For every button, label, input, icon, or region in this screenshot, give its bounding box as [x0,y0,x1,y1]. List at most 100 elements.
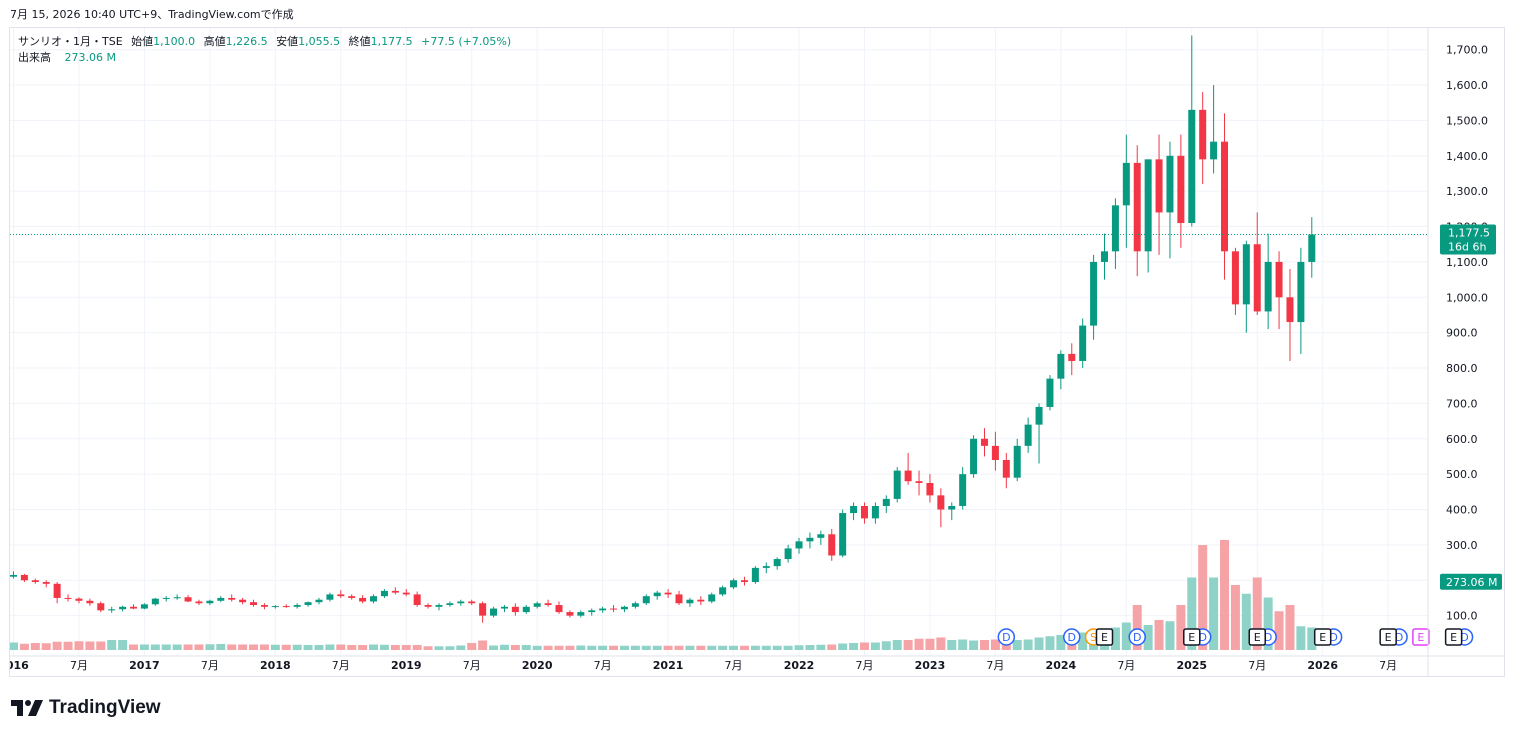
volume-bar [1198,545,1208,650]
open-label: 始値 [131,35,154,48]
volume-bar [827,644,837,650]
volume-bar [1154,620,1164,650]
x-tick-label: 7月 [463,659,481,672]
candle-body [1035,406,1043,425]
candle-body [348,596,356,598]
y-tick-label: 500.0 [1446,468,1478,481]
volume-bar [227,644,237,650]
volume-bar [19,643,29,650]
candle-body [86,600,94,604]
candle-body [10,574,17,577]
candle-body [599,608,607,611]
volume-bar [838,643,848,650]
candle-body [948,505,956,510]
candle-body [577,612,585,616]
volume-bar [696,645,706,650]
volume-bar [412,645,422,650]
volume-bar [685,645,695,650]
low-label: 安値 [276,35,299,48]
volume-bar [1241,593,1251,650]
volume-bar [707,645,717,650]
candle-body [1188,109,1196,224]
candle-body [1177,155,1185,224]
candle-body [740,580,748,583]
y-tick-label: 1,300.0 [1446,185,1488,198]
candle-body [970,438,978,475]
volume-bar [347,645,357,650]
candle-body [1221,141,1229,252]
candle-body [533,603,541,607]
candle-body [271,606,279,608]
tradingview-logo[interactable]: TradingView [11,697,161,719]
candle-body [228,597,236,600]
candle-body [1079,325,1087,361]
earnings-marker [1313,628,1332,646]
volume-bar [554,645,564,650]
candle-body [1199,109,1207,160]
candle-body [446,603,454,606]
candle-body [31,580,39,583]
volume-bar [390,645,400,650]
volume-bar [423,646,433,650]
chart-frame[interactable]: DDDDDDDDDDSSEEEEEEEEE 100.0200.0300.0400… [9,27,1505,677]
volume-bar [85,641,95,650]
earnings-marker [1183,628,1201,646]
candle-body [315,599,323,603]
volume-bar [816,644,826,650]
earnings-marker-label: E [1385,631,1392,644]
volume-bar [576,645,586,650]
candle-body [1155,159,1163,213]
candle-body [697,599,705,602]
volume-bar [609,645,619,650]
volume-bar [41,643,51,650]
volume-bar [129,644,139,650]
candle-body [413,594,421,606]
candle-body [1308,234,1316,262]
candle-body [555,605,563,613]
candle-body [773,559,781,567]
earnings-marker [1248,628,1266,646]
candle-body [1231,251,1239,305]
y-tick-label: 400.0 [1446,504,1478,517]
candle-body [991,445,999,461]
volume-tag [1440,573,1502,590]
volume-bar [1012,640,1022,650]
volume-bar [456,645,466,650]
candle-body [282,606,290,608]
candle-body [500,606,508,609]
volume-bar [1110,627,1120,650]
volume-bar [969,640,979,650]
y-tick-label: 1,100.0 [1446,256,1488,269]
volume-bar [478,640,488,650]
candle-body [828,534,836,556]
candles [10,35,1316,623]
candle-body [926,482,934,496]
candle-body [642,596,650,604]
high-label: 高値 [203,35,226,48]
volume-bar [750,645,760,650]
volume-bar [630,645,640,650]
candle-body [130,606,138,609]
x-tick-label: 2018 [260,659,291,672]
volume-bar [652,645,662,650]
ohlc-legend: サンリオ・1月・TSE 始値1,100.0 高値1,226.5 安値1,055.… [18,34,511,66]
volume-bar [805,645,815,650]
volume-bar [979,640,989,650]
candle-body [850,505,858,514]
volume-bar [489,645,499,650]
candle-body [20,574,28,581]
volume-bar [543,645,553,650]
candle-body [53,583,61,598]
earnings-marker [1444,628,1463,646]
symbol-label[interactable]: サンリオ・1月・TSE [18,35,123,48]
dividend-marker-label: D [1395,631,1403,644]
candle-body [620,606,628,610]
volume-bar [270,644,280,650]
candle-body [882,498,890,506]
candlestick-chart[interactable]: DDDDDDDDDDSSEEEEEEEEE 100.0200.0300.0400… [10,28,1504,676]
volume-bar [52,641,62,650]
candle-body [730,580,738,588]
candle-body [588,610,596,613]
volume-value: 273.06 M [64,51,116,64]
